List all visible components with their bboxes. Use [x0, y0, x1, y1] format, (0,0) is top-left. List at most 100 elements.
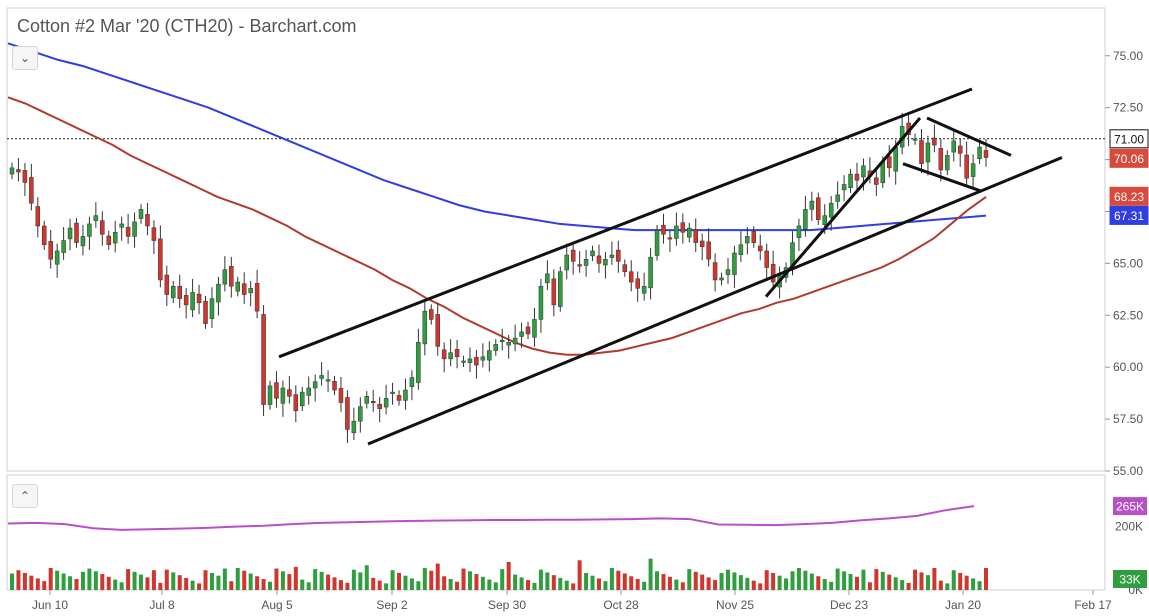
candle-up	[80, 236, 86, 247]
volume-bar	[42, 581, 47, 590]
candle-down	[332, 381, 337, 391]
volume-bar	[132, 571, 137, 590]
candle-down	[983, 150, 989, 158]
candle-down	[680, 222, 686, 233]
volume-bar	[526, 580, 531, 590]
volume-bar	[139, 574, 144, 590]
volume-bar	[577, 560, 582, 590]
collapse-main-button[interactable]: ⌄	[12, 46, 38, 70]
candle-up	[87, 223, 92, 237]
volume-bar	[861, 569, 866, 590]
volume-bar	[403, 575, 408, 590]
volume-bar	[964, 575, 969, 590]
price-tag-2-box	[1109, 186, 1149, 206]
candle-down	[274, 382, 279, 399]
price-tag-0-box	[1109, 129, 1149, 149]
candle-up	[325, 379, 331, 382]
candle-down	[370, 400, 376, 403]
volume-bar	[235, 568, 240, 590]
price-tick-label: 60.00	[1113, 360, 1143, 374]
candle-up	[841, 184, 847, 191]
candle-down	[667, 237, 673, 240]
date-tick-label: Jan 20	[945, 598, 981, 612]
price-tick-label: 55.00	[1113, 464, 1143, 478]
candle-down	[229, 266, 234, 287]
candle-up	[93, 215, 99, 221]
candle-down	[42, 225, 47, 245]
candle-down	[816, 197, 821, 221]
candle-up	[54, 250, 60, 265]
candle-down	[474, 356, 479, 366]
volume-bar	[332, 577, 337, 590]
candle-down	[35, 206, 41, 227]
volume-bar	[725, 569, 730, 590]
volume-bar	[513, 574, 518, 590]
candle-down	[145, 214, 150, 227]
volume-bar	[971, 578, 976, 590]
price-tag-3: 67.31	[1114, 209, 1144, 223]
volume-bar	[145, 577, 150, 590]
candle-down	[203, 300, 208, 324]
volume-bar	[55, 570, 60, 590]
candle-down	[29, 177, 34, 204]
candle-up	[803, 209, 808, 230]
candle-up	[687, 227, 692, 238]
volume-bar	[829, 581, 834, 590]
volume-bar	[48, 568, 53, 590]
candle-down	[628, 271, 634, 283]
candle-up	[319, 375, 324, 379]
volume-bar	[803, 570, 808, 590]
candle-up	[248, 288, 253, 294]
candle-down	[525, 326, 531, 335]
candle-up	[538, 285, 544, 320]
candle-down	[886, 156, 892, 169]
candle-down	[74, 222, 79, 243]
volume-bar	[984, 568, 988, 590]
volume-bar	[977, 581, 982, 590]
volume-bar	[255, 576, 260, 590]
candle-down	[964, 154, 969, 179]
volume-bar	[642, 581, 647, 590]
candle-down	[661, 224, 666, 235]
volume-bar	[906, 582, 911, 590]
volume-bar	[377, 580, 382, 590]
candle-down	[874, 177, 879, 185]
volume-bar	[248, 573, 253, 590]
volume-bar	[216, 575, 221, 590]
candle-up	[267, 385, 273, 405]
candle-up	[222, 269, 228, 285]
volume-bar	[551, 575, 556, 590]
price-tag-1: 70.06	[1114, 152, 1144, 166]
candle-down	[622, 264, 628, 272]
candle-up	[67, 227, 73, 240]
volume-bar	[29, 575, 34, 590]
volume-bar	[680, 582, 685, 590]
price-tag-0: 71.00	[1114, 132, 1144, 146]
volume-bar	[848, 574, 853, 590]
volume-bar	[293, 566, 298, 590]
volume-bar	[448, 579, 453, 590]
collapse-volume-button[interactable]: ⌃	[12, 484, 38, 508]
candle-up	[280, 387, 286, 404]
volume-bar	[35, 578, 40, 590]
volume-bar	[867, 582, 872, 590]
candle-down	[345, 397, 350, 430]
candle-up	[506, 342, 511, 346]
price-tick-label: 72.50	[1113, 101, 1143, 115]
candle-down	[854, 173, 860, 181]
candle-down	[261, 314, 266, 405]
volume-bar	[487, 579, 492, 590]
volume-bar	[925, 575, 930, 590]
sma-red-line	[7, 96, 987, 356]
candle-up	[977, 146, 982, 159]
volume-bar	[842, 571, 847, 590]
volume-bar	[751, 580, 756, 590]
date-tick-label: Oct 28	[603, 598, 639, 612]
price-tick-label: 65.00	[1113, 256, 1143, 270]
volume-bar	[635, 579, 640, 590]
volume-bar	[648, 558, 653, 590]
volume-bar	[164, 569, 169, 590]
price-tag-2: 68.23	[1114, 190, 1144, 204]
volume-bar	[242, 570, 247, 590]
